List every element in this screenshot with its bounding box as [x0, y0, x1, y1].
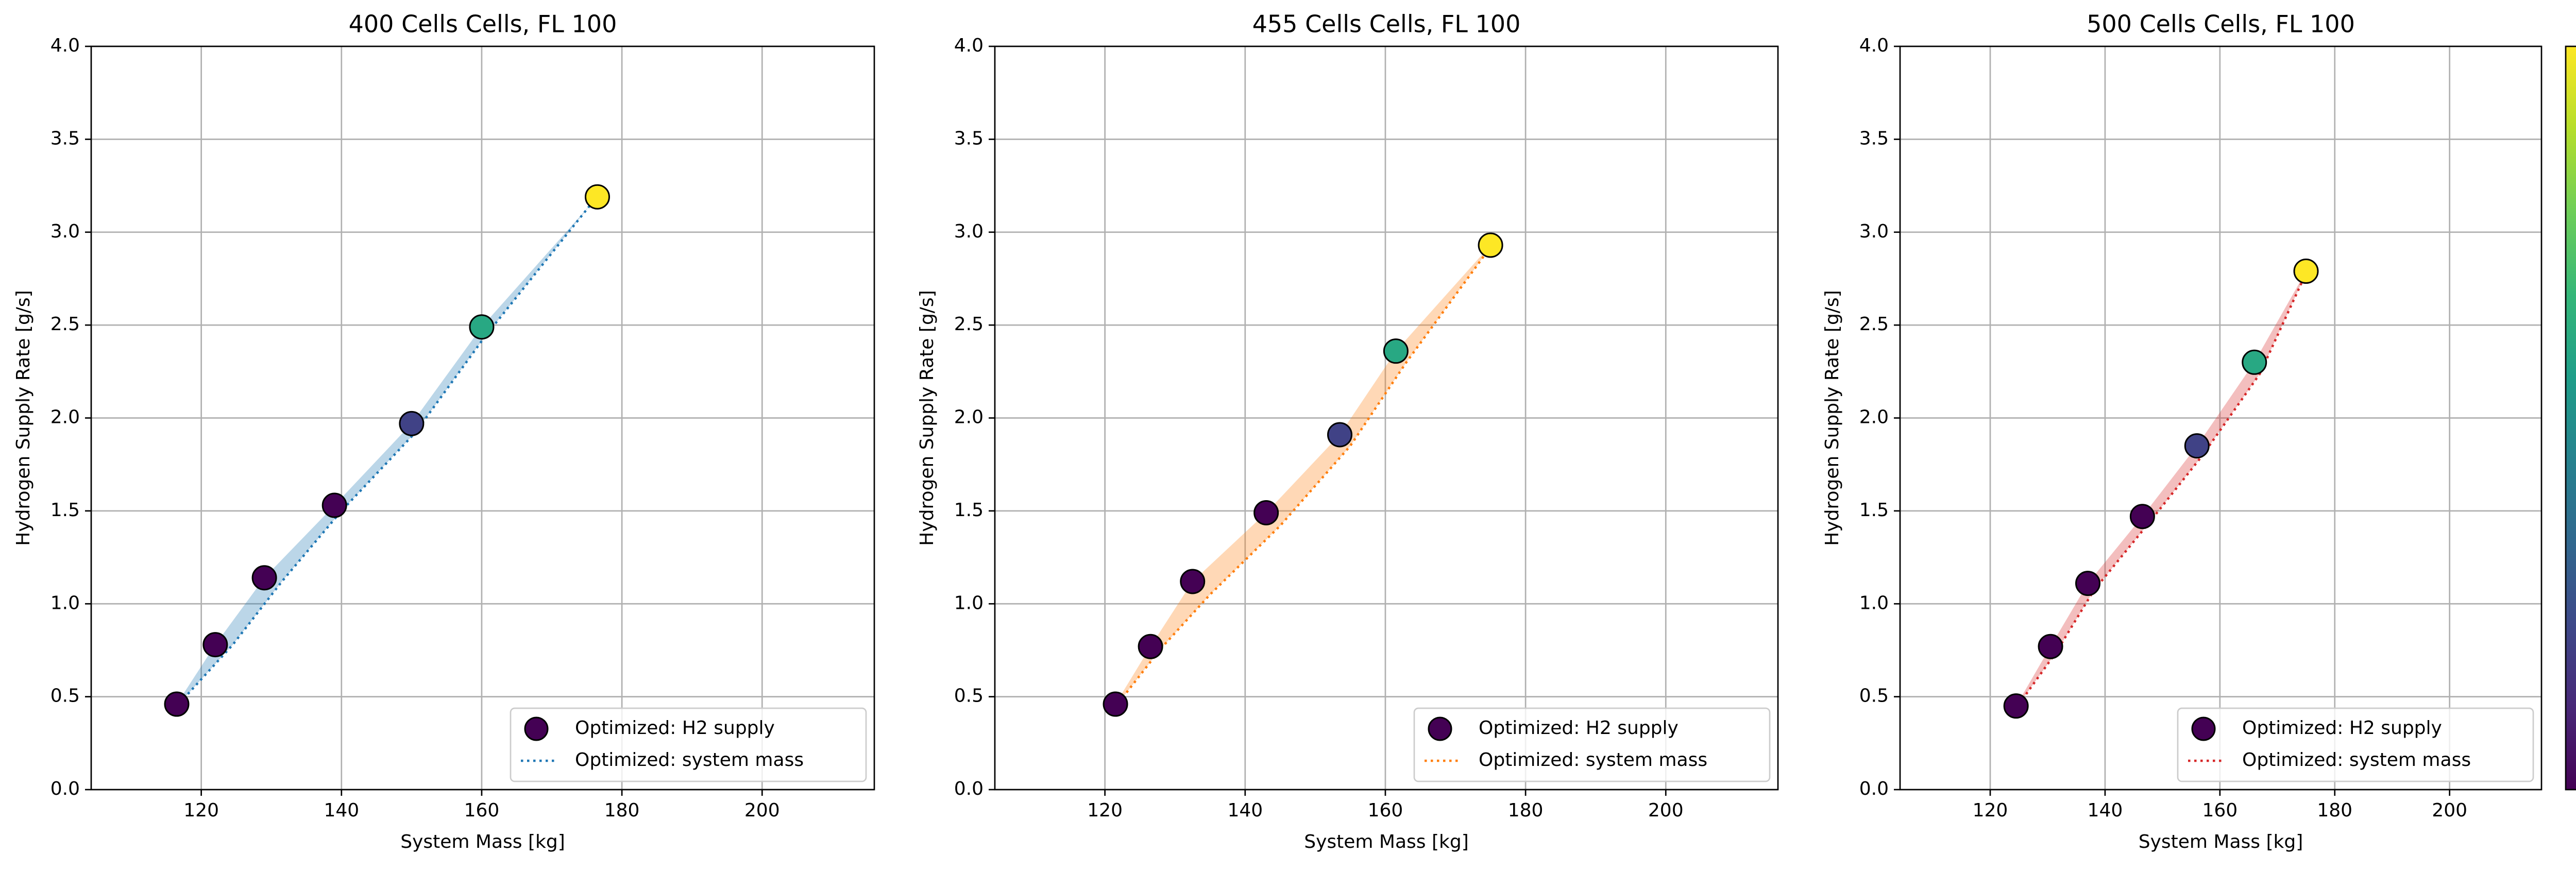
h2-point — [584, 184, 610, 210]
y-tick-label: 3.5 — [954, 128, 984, 149]
h2-point — [1138, 634, 1163, 659]
h2-point — [2184, 433, 2210, 459]
h2-point — [2129, 504, 2155, 530]
x-axis-label: System Mass [kg] — [2139, 831, 2303, 852]
y-tick-label: 4.0 — [50, 35, 80, 56]
x-tick-label: 160 — [2202, 800, 2238, 821]
y-tick-label: 1.5 — [1859, 500, 1889, 521]
chart-title: 500 Cells Cells, FL 100 — [2087, 10, 2355, 38]
x-tick-label: 120 — [1973, 800, 2008, 821]
y-tick-label: 3.0 — [1859, 221, 1889, 242]
legend-box — [2177, 707, 2534, 782]
h2-point — [1327, 422, 1353, 448]
h2-point — [399, 411, 425, 436]
y-tick-label: 0.5 — [954, 686, 984, 707]
y-tick-label: 2.5 — [954, 314, 984, 335]
h2-point — [2242, 349, 2267, 375]
x-tick-label: 180 — [1508, 800, 1544, 821]
y-tick-label: 1.5 — [50, 500, 80, 521]
y-tick-label: 0.0 — [1859, 778, 1889, 799]
y-tick-label: 3.5 — [50, 128, 80, 149]
y-tick-label: 0.0 — [954, 778, 984, 799]
y-tick-label: 3.5 — [1859, 128, 1889, 149]
h2-point — [469, 314, 495, 340]
h2-point — [1478, 232, 1503, 258]
h2-point — [321, 492, 347, 518]
y-axis-label: Hydrogen Supply Rate [g/s] — [917, 290, 938, 545]
x-tick-label: 200 — [1648, 800, 1684, 821]
x-tick-label: 140 — [2088, 800, 2123, 821]
y-tick-label: 0.5 — [1859, 686, 1889, 707]
h2-point — [2003, 693, 2029, 719]
y-axis-label: Hydrogen Supply Rate [g/s] — [13, 290, 34, 545]
y-tick-label: 1.0 — [1859, 592, 1889, 613]
y-tick-label: 3.0 — [50, 221, 80, 242]
x-tick-label: 200 — [2432, 800, 2467, 821]
x-axis-label: System Mass [kg] — [400, 831, 565, 852]
x-tick-label: 180 — [604, 800, 640, 821]
x-tick-label: 140 — [1227, 800, 1263, 821]
y-tick-label: 0.0 — [50, 778, 80, 799]
h2-point — [1253, 500, 1279, 525]
h2-point — [2075, 571, 2100, 596]
x-tick-label: 120 — [183, 800, 219, 821]
legend-marker — [524, 716, 549, 741]
y-tick-label: 1.5 — [954, 500, 984, 521]
legend-label: Optimized: H2 supply — [575, 718, 775, 739]
fill-between — [1115, 245, 1491, 705]
y-tick-label: 2.5 — [1859, 314, 1889, 335]
x-tick-label: 120 — [1087, 800, 1123, 821]
x-tick-label: 160 — [464, 800, 500, 821]
y-tick-label: 3.0 — [954, 221, 984, 242]
y-tick-label: 2.0 — [1859, 407, 1889, 428]
legend-marker — [2191, 716, 2216, 741]
legend-label: Optimized: system mass — [2242, 749, 2471, 771]
x-tick-label: 200 — [744, 800, 780, 821]
y-tick-label: 2.0 — [954, 407, 984, 428]
legend-label: Optimized: H2 supply — [2242, 718, 2442, 739]
h2-point — [1180, 569, 1206, 594]
h2-point — [2293, 259, 2319, 284]
y-tick-label: 2.0 — [50, 407, 80, 428]
chart-title: 400 Cells Cells, FL 100 — [349, 10, 617, 38]
y-tick-label: 1.0 — [954, 592, 984, 613]
x-tick-label: 140 — [324, 800, 359, 821]
legend-box — [1413, 707, 1771, 782]
x-tick-label: 180 — [2317, 800, 2352, 821]
h2-point — [251, 565, 277, 591]
h2-point — [2038, 634, 2063, 659]
x-tick-label: 160 — [1368, 800, 1403, 821]
h2-point — [1383, 338, 1409, 364]
axes-frame — [90, 45, 875, 791]
chart-title: 455 Cells Cells, FL 100 — [1252, 10, 1521, 38]
legend-box — [510, 707, 867, 782]
fill-between — [2016, 271, 2307, 706]
y-tick-label: 4.0 — [954, 35, 984, 56]
y-tick-label: 4.0 — [1859, 35, 1889, 56]
legend-label: Optimized: system mass — [1479, 749, 1707, 771]
legend-marker — [1428, 716, 1452, 741]
h2-point — [164, 691, 190, 717]
y-axis-label: Hydrogen Supply Rate [g/s] — [1822, 290, 1843, 545]
legend-label: Optimized: H2 supply — [1479, 718, 1679, 739]
x-axis-label: System Mass [kg] — [1304, 831, 1469, 852]
h2-point — [202, 632, 228, 658]
axes-frame — [994, 45, 1779, 791]
y-tick-label: 0.5 — [50, 686, 80, 707]
axes-frame — [1899, 45, 2543, 791]
y-tick-label: 1.0 — [50, 592, 80, 613]
y-tick-label: 2.5 — [50, 314, 80, 335]
colorbar — [2565, 45, 2576, 791]
fill-between — [177, 197, 598, 705]
legend-label: Optimized: system mass — [575, 749, 804, 771]
h2-point — [1103, 691, 1128, 717]
